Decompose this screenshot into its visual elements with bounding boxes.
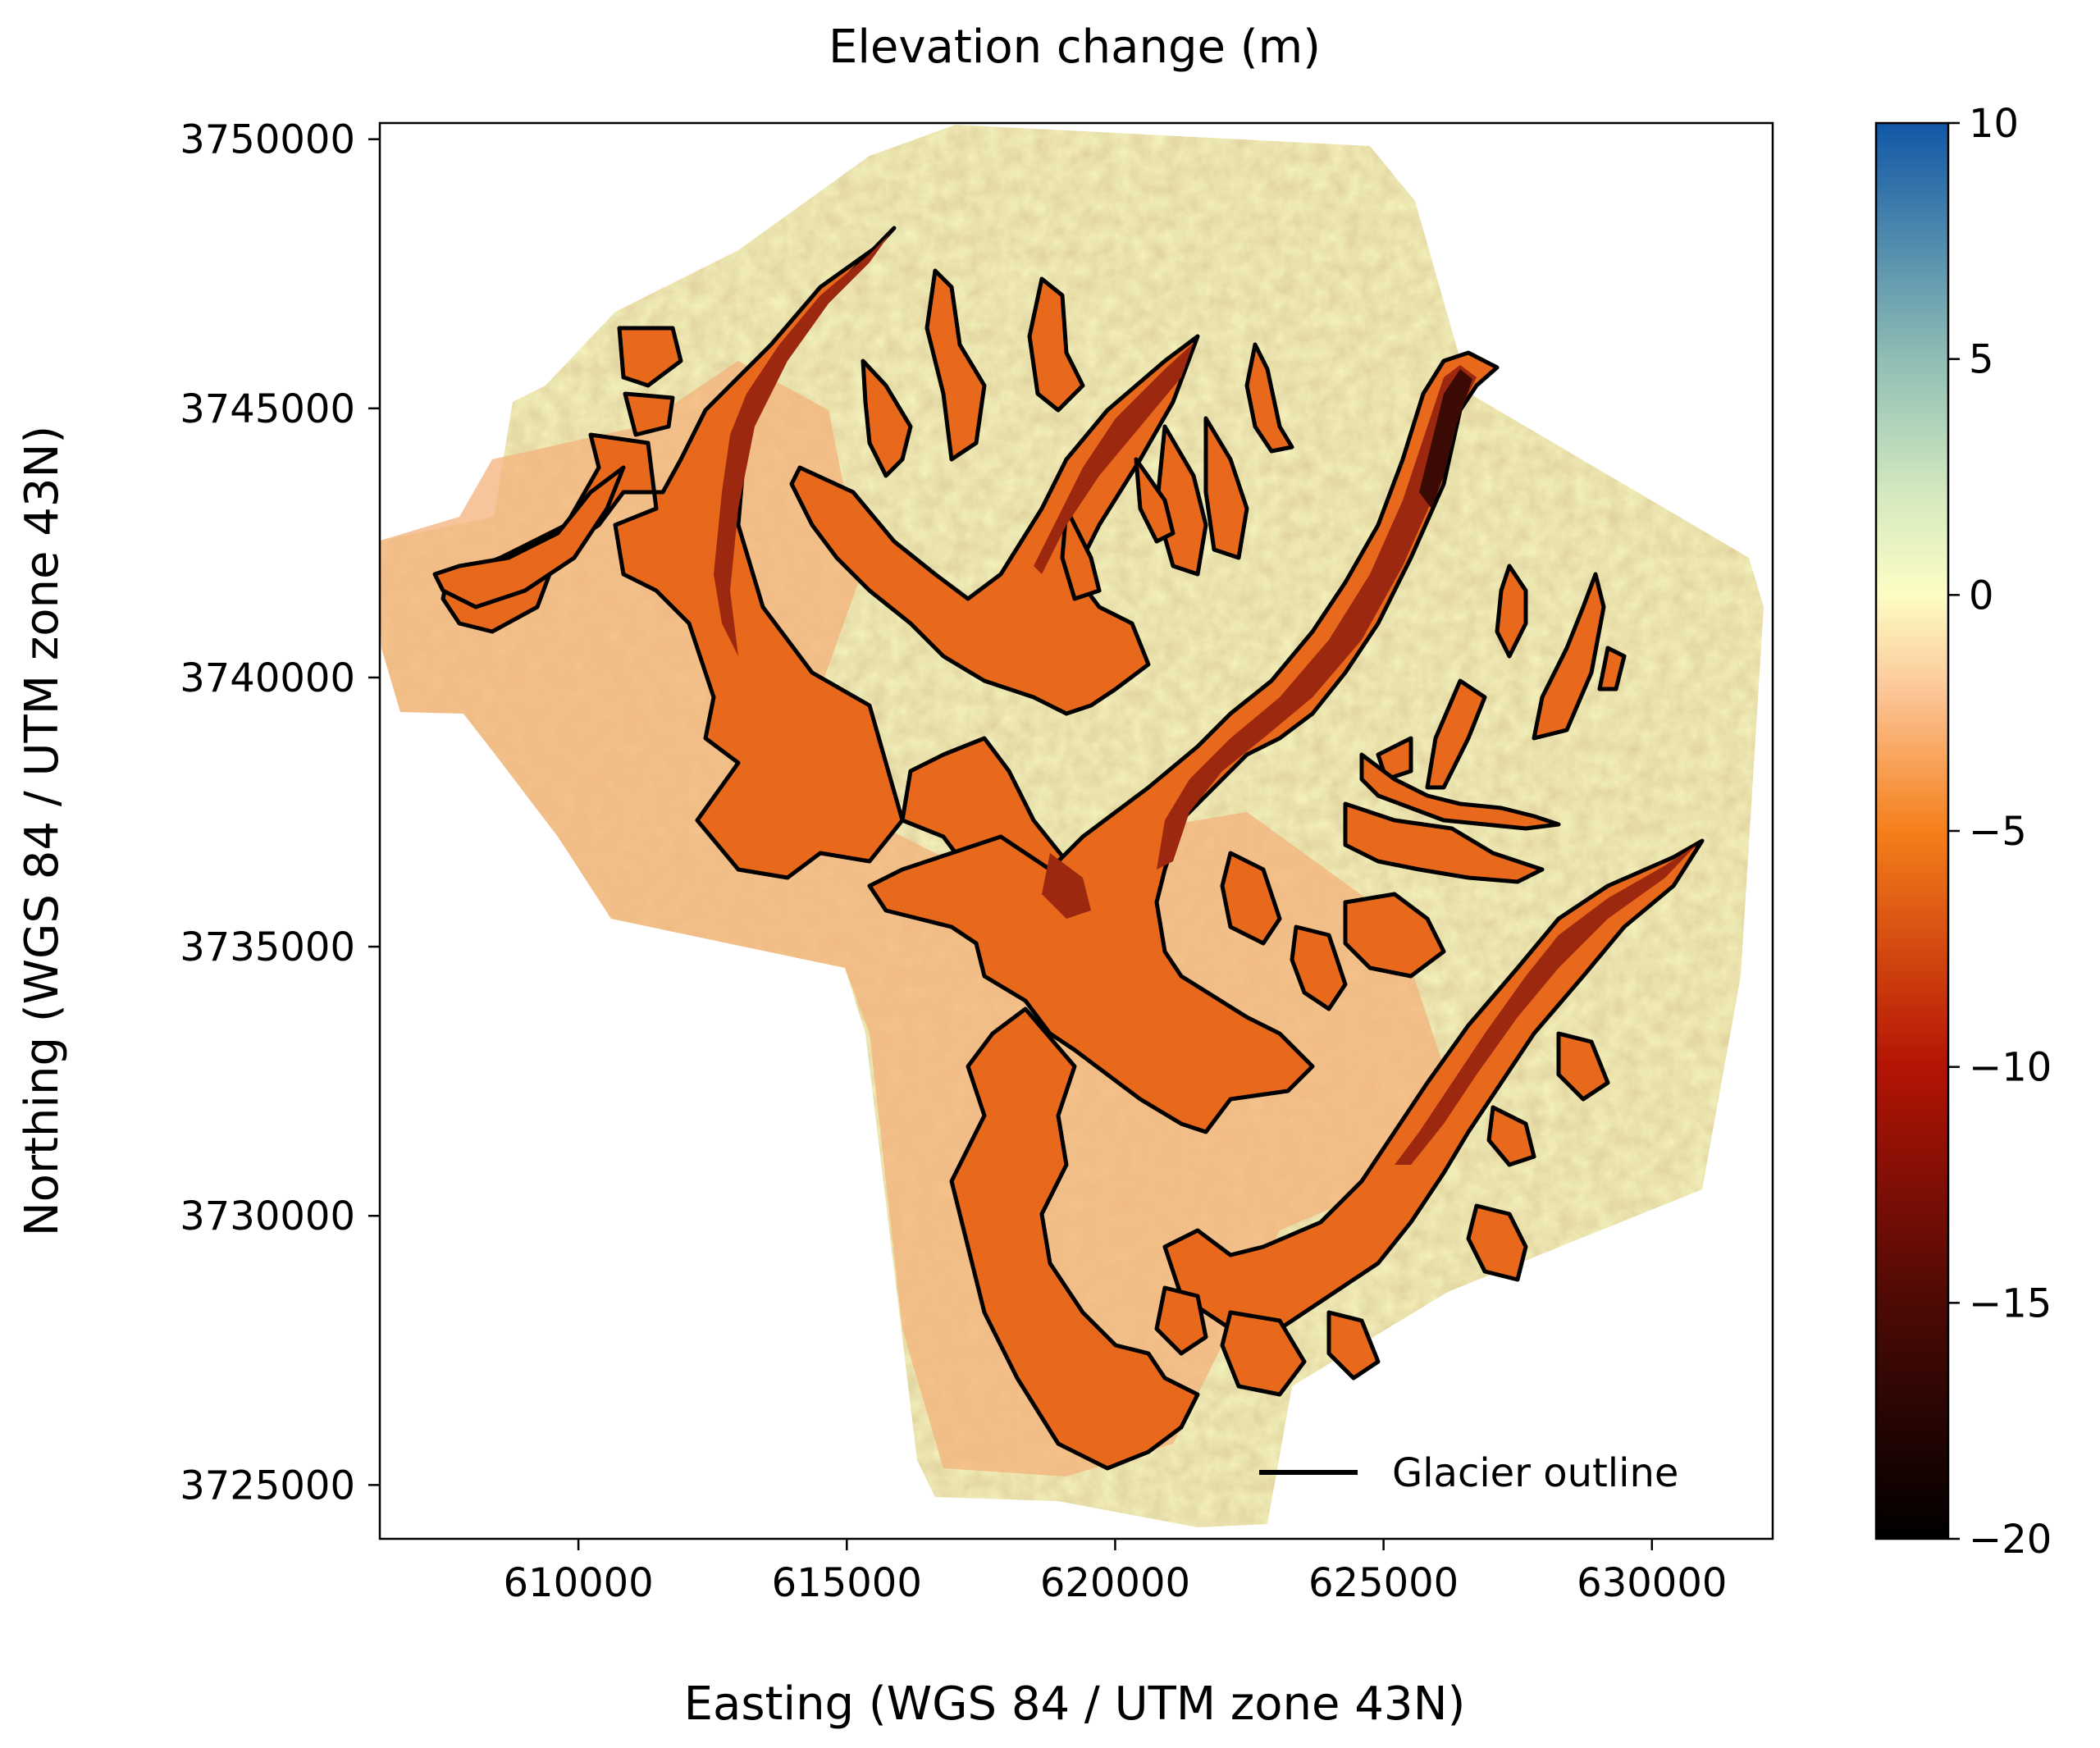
colorbar-tick-label: −10 <box>1969 1045 2052 1091</box>
legend-glacier-outline-label: Glacier outline <box>1392 1450 1678 1496</box>
legend: Glacier outline <box>1259 1450 1678 1496</box>
glacier-east-ridge <box>1359 752 1561 831</box>
colorbar-tick-label: 5 <box>1969 337 1994 383</box>
glacier-east-1 <box>1425 678 1487 790</box>
trunk-confluence <box>1042 853 1091 919</box>
glacier-mid-east-2 <box>1220 851 1282 946</box>
colorbar-bar <box>1874 121 1950 1540</box>
north-central-core <box>1034 343 1194 574</box>
glacier-southeast-tributary <box>1162 838 1705 1331</box>
glacier-mid-east-3 <box>1290 924 1348 1011</box>
y-tick-label: 3750000 <box>180 117 355 163</box>
chart-title: Elevation change (m) <box>829 21 1321 74</box>
glacier-south-3 <box>1326 1310 1381 1381</box>
trunk-core <box>1157 365 1477 869</box>
y-tick-label: 3730000 <box>180 1193 355 1239</box>
glacier-polygons <box>432 226 1705 1471</box>
x-tick-label: 630000 <box>1577 1560 1727 1606</box>
glacier-south-east-2 <box>1486 1105 1536 1167</box>
glacier-north-central <box>789 334 1200 716</box>
colorbar: 10 5 0 −5 −10 −15 −20 <box>1874 101 2052 1563</box>
high-loss-cores <box>714 234 1696 1165</box>
y-tick-label: 3735000 <box>180 924 355 970</box>
colorbar-tick-label: −15 <box>1969 1280 2052 1326</box>
colorbar-tick-label: 0 <box>1969 573 1994 618</box>
colorbar-tick-label: −5 <box>1969 809 2027 855</box>
x-tick-label: 620000 <box>1040 1560 1190 1606</box>
colorbar-tick-label: −20 <box>1969 1517 2052 1563</box>
glacier-north-tongue-8 <box>1134 457 1176 544</box>
glacier-nw-cirque <box>617 326 683 388</box>
glacier-north-tongue-1 <box>924 268 987 462</box>
glacier-west <box>441 226 1069 880</box>
colorbar-ticks: 10 5 0 −5 −10 −15 −20 <box>1948 101 2052 1563</box>
glacier-main-trunk <box>867 350 1500 1134</box>
glacier-south-2 <box>1154 1285 1208 1356</box>
x-tick-label: 625000 <box>1308 1560 1459 1606</box>
y-tick-label: 3745000 <box>180 386 355 432</box>
glacier-east-tongue-1 <box>1532 572 1606 741</box>
glacier-north-tongue-7 <box>1060 506 1102 601</box>
west-core <box>714 234 890 656</box>
plot-frame <box>378 121 1774 1540</box>
glacier-north-tongue-6 <box>1203 416 1249 560</box>
glacier-west-arm <box>432 465 626 609</box>
glacier-east-tongue-2 <box>1495 564 1528 659</box>
y-tick-label: 3740000 <box>180 655 355 701</box>
glacier-north-tongue-4 <box>1244 342 1294 454</box>
glacier-north-tongue-3 <box>861 358 913 478</box>
glacier-nw-small <box>623 391 675 437</box>
glacier-south-east-3 <box>1556 1031 1610 1102</box>
map-area <box>380 125 1764 1527</box>
glacier-east-cirques <box>1343 801 1545 884</box>
glacier-south-1 <box>1220 1310 1307 1397</box>
glacier-east-3 <box>1597 646 1627 691</box>
x-axis: 610000 615000 620000 625000 630000 <box>503 1539 1727 1606</box>
southeast-core <box>1395 845 1696 1165</box>
y-axis: 3725000 3730000 3735000 3740000 3745000 37500… <box>180 117 380 1508</box>
colorbar-tick-label: 10 <box>1969 101 2019 147</box>
glacier-terminus-basin <box>949 1006 1200 1471</box>
trunk-deep <box>1419 369 1472 509</box>
x-axis-title: Easting (WGS 84 / UTM zone 43N) <box>684 1677 1466 1731</box>
y-axis-title: Northing (WGS 84 / UTM zone 43N) <box>16 426 69 1236</box>
x-tick-label: 615000 <box>772 1560 922 1606</box>
glacier-mid-east-1 <box>1343 892 1446 979</box>
y-tick-label: 3725000 <box>180 1463 355 1508</box>
glacier-north-tongue-2 <box>1027 276 1085 413</box>
glacier-south-east-1 <box>1466 1203 1528 1282</box>
x-tick-label: 610000 <box>503 1560 653 1606</box>
